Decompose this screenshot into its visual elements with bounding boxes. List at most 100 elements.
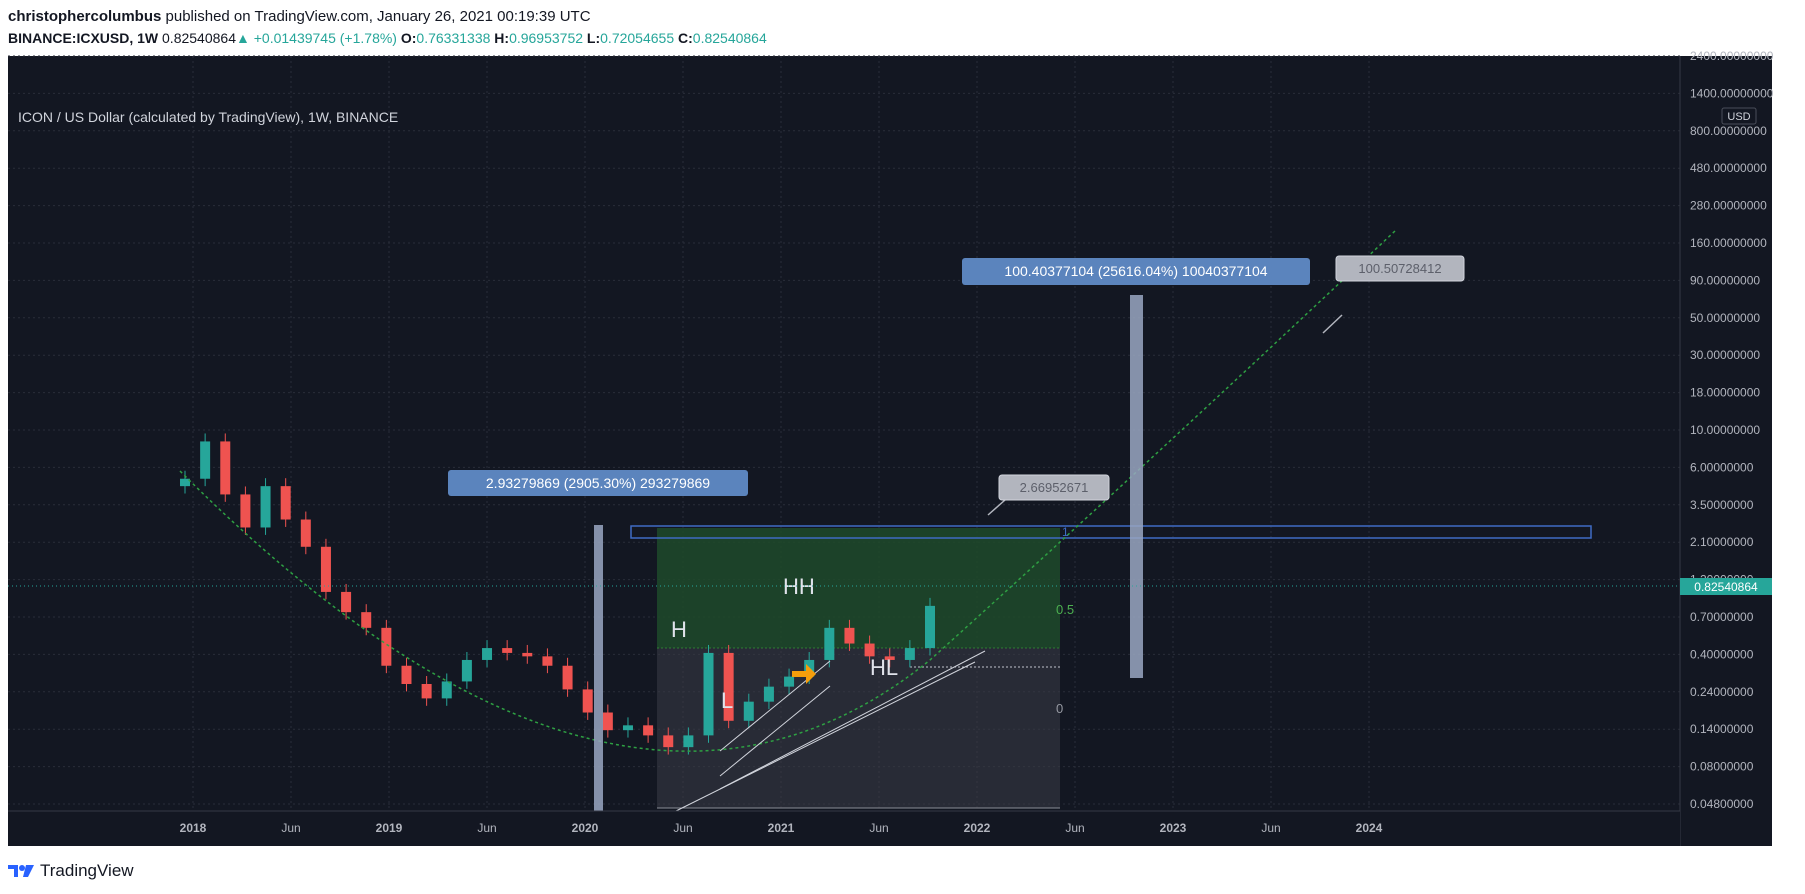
- callout-right-text: 100.50728412: [1358, 261, 1441, 276]
- candle-body[interactable]: [844, 627, 855, 644]
- header: christophercolumbus published on Trading…: [0, 0, 1805, 58]
- tradingview-logo-icon: [8, 865, 34, 877]
- candle-body[interactable]: [320, 546, 331, 592]
- measure-bar-right[interactable]: [1130, 295, 1143, 678]
- fib-1-label: 1: [1062, 525, 1069, 539]
- callout-mid-text: 2.66952671: [1020, 480, 1089, 495]
- candle-body[interactable]: [522, 652, 533, 657]
- y-tick-label: 0.14000000: [1690, 722, 1754, 736]
- measure-label-left-text: 2.93279869 (2905.30%) 293279869: [486, 475, 710, 491]
- callout-right[interactable]: [1335, 255, 1465, 282]
- candle-body[interactable]: [884, 656, 895, 660]
- candles: [180, 433, 935, 755]
- y-tick-label: 2400.00000000: [1690, 51, 1774, 63]
- y-tick-label: 6.00000000: [1690, 460, 1754, 474]
- candle-body[interactable]: [683, 735, 694, 748]
- publish-line: christophercolumbus published on Trading…: [8, 8, 591, 25]
- measure-label-right-text: 100.40377104 (25616.04%) 10040377104: [1004, 263, 1267, 279]
- candle-body[interactable]: [663, 735, 674, 748]
- candle-body[interactable]: [562, 665, 573, 690]
- price-change: +0.01439745 (+1.78%): [253, 30, 397, 46]
- candle-body[interactable]: [200, 441, 211, 479]
- open-label: O:: [400, 30, 417, 46]
- candle-body[interactable]: [421, 683, 432, 699]
- x-tick-label: 2024: [1356, 821, 1383, 835]
- tradingview-logo[interactable]: TradingView: [8, 861, 134, 881]
- candle-body[interactable]: [703, 652, 714, 736]
- candle-body[interactable]: [864, 643, 875, 657]
- x-tick-label: 2022: [964, 821, 991, 835]
- candle-body[interactable]: [180, 478, 190, 487]
- candle-body[interactable]: [602, 712, 613, 731]
- resistance-rectangle[interactable]: [630, 525, 1592, 539]
- x-tick-label: Jun: [1261, 821, 1280, 835]
- candle-body[interactable]: [743, 701, 754, 721]
- candle-body[interactable]: [220, 441, 231, 495]
- price-axis-labels: 2400.00000000 1400.00000000 800.00000000 48…: [1690, 49, 1774, 811]
- change-arrow-icon: ▲: [235, 30, 250, 46]
- callout-right-pointer: [1322, 314, 1343, 334]
- candle-body[interactable]: [925, 605, 935, 649]
- x-tick-label: Jun: [1065, 821, 1084, 835]
- parabolic-curve[interactable]: [179, 230, 1396, 752]
- y-tick-label: 50.00000000: [1690, 311, 1760, 325]
- x-tick-label: 2021: [768, 821, 795, 835]
- last-price-tag: [1680, 578, 1772, 595]
- candle-body[interactable]: [401, 665, 412, 684]
- target-zone-green: [657, 528, 1060, 648]
- x-tick-label: 2020: [572, 821, 599, 835]
- y-tick-label: 0.70000000: [1690, 610, 1754, 624]
- candle-body[interactable]: [622, 725, 633, 731]
- price-chart[interactable]: 2.93279869 (2905.30%) 293279869 100.4037…: [0, 49, 1805, 851]
- currency-badge[interactable]: [1721, 107, 1757, 125]
- tradingview-brand: TradingView: [40, 861, 134, 880]
- candle-body[interactable]: [643, 725, 654, 736]
- candle-body[interactable]: [784, 676, 795, 687]
- label-h: H: [671, 617, 687, 642]
- candle-body[interactable]: [542, 656, 553, 666]
- candle-body[interactable]: [763, 686, 774, 702]
- fib-05-label: 0.5: [1056, 602, 1074, 617]
- callout-mid[interactable]: [998, 474, 1110, 501]
- label-l: L: [721, 688, 733, 713]
- y-tick-label: 480.00000000: [1690, 161, 1767, 175]
- chart-title: ICON / US Dollar (calculated by TradingV…: [18, 109, 398, 125]
- open-value: 0.76331338: [416, 30, 491, 46]
- candle-body[interactable]: [361, 612, 372, 628]
- candle-body[interactable]: [461, 659, 472, 682]
- drawings-front: 2.93279869 (2905.30%) 293279869 100.4037…: [179, 230, 1465, 812]
- measure-bar-left[interactable]: [594, 525, 603, 811]
- chart-container[interactable]: 2.93279869 (2905.30%) 293279869 100.4037…: [0, 49, 1805, 851]
- callout-mid-pointer: [987, 499, 1006, 516]
- published-text: published on TradingView.com, January 26…: [165, 8, 591, 25]
- arrow-right-icon: [792, 664, 816, 684]
- candle-body[interactable]: [381, 627, 392, 666]
- candle-body[interactable]: [280, 486, 291, 520]
- candle-body[interactable]: [300, 519, 311, 547]
- price-axis[interactable]: [1680, 56, 1772, 846]
- y-tick-label: 10.00000000: [1690, 423, 1760, 437]
- channel-lower[interactable]: [719, 685, 831, 777]
- author-name[interactable]: christophercolumbus: [8, 8, 162, 25]
- candle-body[interactable]: [904, 648, 915, 660]
- high-label: H:: [494, 30, 510, 46]
- support-trendline-2[interactable]: [719, 650, 986, 790]
- candle-body[interactable]: [723, 652, 734, 721]
- close-value: 0.82540864: [692, 30, 767, 46]
- measure-label-right[interactable]: [962, 258, 1310, 285]
- candle-body[interactable]: [240, 494, 251, 528]
- y-tick-label: 3.50000000: [1690, 498, 1754, 512]
- last-price: 0.82540864: [162, 30, 236, 46]
- candle-body[interactable]: [502, 648, 513, 653]
- candle-body[interactable]: [441, 681, 452, 699]
- candle-body[interactable]: [582, 689, 593, 713]
- y-tick-label: 800.00000000: [1690, 124, 1767, 138]
- candle-body[interactable]: [824, 627, 835, 660]
- candle-body[interactable]: [260, 486, 271, 528]
- time-axis[interactable]: [8, 811, 1680, 846]
- y-tick-label: 0.24000000: [1690, 685, 1754, 699]
- measure-label-left[interactable]: [448, 470, 748, 496]
- candle-body[interactable]: [341, 591, 352, 613]
- y-tick-label: 1400.00000000: [1690, 86, 1774, 100]
- candle-body[interactable]: [482, 648, 493, 660]
